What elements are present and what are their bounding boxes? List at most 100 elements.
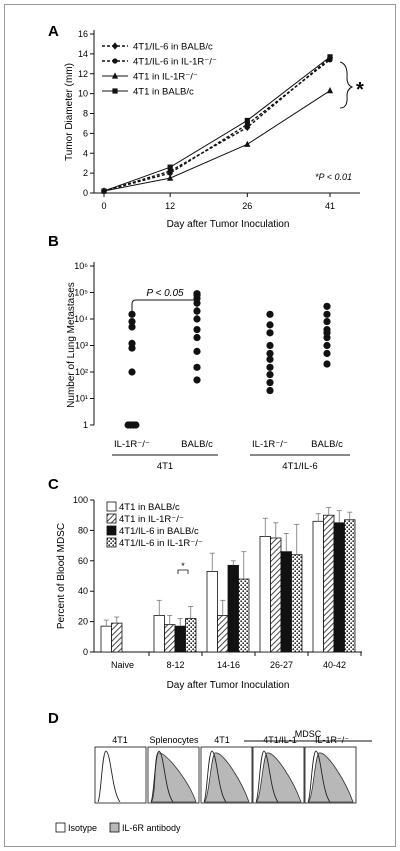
bar xyxy=(238,578,250,653)
bar xyxy=(280,551,292,653)
legend-label-isotype: Isotype xyxy=(68,823,97,833)
data-point xyxy=(323,317,331,326)
data-point xyxy=(266,386,274,395)
figure-frame xyxy=(4,4,396,847)
legend-label-0: 4T1/IL-6 in BALB/c xyxy=(133,42,213,53)
data-point xyxy=(244,117,250,124)
panel-c-bars xyxy=(100,507,356,653)
x-tick-label: 41 xyxy=(325,201,335,211)
legend-marker-1 xyxy=(112,58,118,64)
y-tick-label: 60 xyxy=(78,556,88,566)
y-tick-label: 80 xyxy=(78,525,88,535)
data-point xyxy=(266,378,274,387)
panel-c-significance-star: * xyxy=(181,561,185,571)
bar xyxy=(323,514,335,653)
panel-d: D MDSC 4T1 Splenocytes 4T1 4T1/IL-1 IL-1R⁻/⁻… xyxy=(48,710,372,833)
y-tick-label: 8 xyxy=(83,109,88,119)
isotype-histogram xyxy=(97,750,121,803)
bar xyxy=(344,519,356,653)
isotype-histogram xyxy=(307,750,331,803)
panel-a-significance-bracket xyxy=(339,61,354,109)
series-line-1 xyxy=(103,59,331,192)
y-tick-label: 10⁶ xyxy=(74,261,88,271)
legend-swatch-3 xyxy=(106,537,117,548)
data-point xyxy=(266,341,274,350)
panel-a: A 0 2 4 6 8 10 12 14 16 0 12 26 41 4T1/IL-6 in BALB… xyxy=(48,23,364,230)
legend-marker-2 xyxy=(111,72,119,79)
histogram-title: 4T1 xyxy=(214,735,230,745)
panel-a-y-label: Tumor Diameter (mm) xyxy=(64,63,75,161)
bar xyxy=(217,615,229,653)
data-point xyxy=(327,54,333,60)
data-point xyxy=(128,368,136,376)
panel-a-x-label: Day after Tumor Inoculation xyxy=(167,219,290,230)
histogram-title: IL-1R⁻/⁻ xyxy=(315,735,349,745)
il6r-antibody-histogram xyxy=(203,752,250,803)
panel-d-letter: D xyxy=(48,710,59,727)
panel-b-pvalue-bracket xyxy=(131,299,198,316)
data-point xyxy=(266,349,274,358)
bar xyxy=(333,522,345,653)
y-tick-label: 100 xyxy=(73,495,88,505)
panel-d-mdsc-label: MDSC xyxy=(295,729,322,739)
legend-label-3: 4T1/IL-6 in IL-1R⁻/⁻ xyxy=(119,538,203,549)
panel-c-significance-bracket xyxy=(177,569,189,574)
data-point xyxy=(167,164,173,170)
data-point xyxy=(193,315,201,323)
bar xyxy=(270,537,282,653)
data-point xyxy=(244,140,251,147)
parent-group-label: 4T1/IL-6 xyxy=(282,461,317,472)
y-tick-label: 12 xyxy=(78,69,88,79)
x-tick-label: 26-27 xyxy=(270,660,293,670)
data-point xyxy=(323,310,331,318)
legend-label-1: 4T1/IL-6 in IL-1R⁻/⁻ xyxy=(133,57,217,68)
panel-b-x-labels: IL-1R⁻/⁻ BALB/c IL-1R⁻/⁻ BALB/c 4T1 4T1/IL-6 xyxy=(112,439,350,472)
series-line-2 xyxy=(103,90,331,192)
y-tick-label: 20 xyxy=(78,617,88,627)
isotype-histogram xyxy=(150,750,174,803)
panel-d-histograms: 4T1 Splenocytes 4T1 4T1/IL-1 IL-1R⁻/⁻ xyxy=(94,735,357,804)
data-point xyxy=(132,421,140,429)
panel-d-legend: Isotype IL-6R antibody xyxy=(55,822,181,833)
panel-a-letter: A xyxy=(48,23,59,40)
bar xyxy=(185,618,197,653)
isotype-histogram xyxy=(203,750,227,803)
bar xyxy=(164,624,176,653)
data-point xyxy=(266,329,274,337)
panel-c-y-ticks: 0 20 40 60 80 100 xyxy=(73,495,94,657)
data-point xyxy=(266,363,274,371)
panel-b-y-ticks: 1 10¹ 10² 10³ 10⁴ 10⁵ 10⁶ xyxy=(74,261,94,430)
panel-c-y-label: Percent of Blood MDSC xyxy=(56,523,67,629)
data-point xyxy=(323,360,331,368)
y-tick-label: 2 xyxy=(83,168,88,178)
data-point xyxy=(244,121,250,128)
legend-swatch-il6r xyxy=(109,822,120,833)
y-tick-label: 16 xyxy=(78,29,88,39)
panel-c-x-ticks: Naive 8-12 14-16 26-27 40-42 xyxy=(111,652,362,670)
y-tick-label: 10⁴ xyxy=(74,314,88,324)
bar xyxy=(291,554,303,653)
panel-a-x-ticks: 0 12 26 41 xyxy=(101,193,335,211)
legend-marker-0 xyxy=(111,42,119,50)
legend-label-il6r: IL-6R antibody xyxy=(122,823,181,833)
data-point xyxy=(323,349,331,358)
panel-b-points xyxy=(124,290,331,429)
data-point xyxy=(193,347,201,355)
panel-a-significance-star: * xyxy=(356,79,364,101)
histogram-title: 4T1 xyxy=(112,735,128,745)
bar xyxy=(227,564,239,653)
data-point xyxy=(101,188,107,194)
data-point xyxy=(326,87,334,94)
panel-a-series xyxy=(100,54,334,195)
il6r-antibody-histogram xyxy=(255,752,302,803)
group-label: IL-1R⁻/⁻ xyxy=(114,439,150,450)
data-point xyxy=(167,174,174,181)
histogram-frame xyxy=(94,746,147,804)
bar xyxy=(174,625,186,653)
y-tick-label: 40 xyxy=(78,586,88,596)
data-point xyxy=(193,376,201,384)
legend-label-2: 4T1/IL-6 in BALB/c xyxy=(119,526,199,537)
y-tick-label: 0 xyxy=(83,188,88,198)
